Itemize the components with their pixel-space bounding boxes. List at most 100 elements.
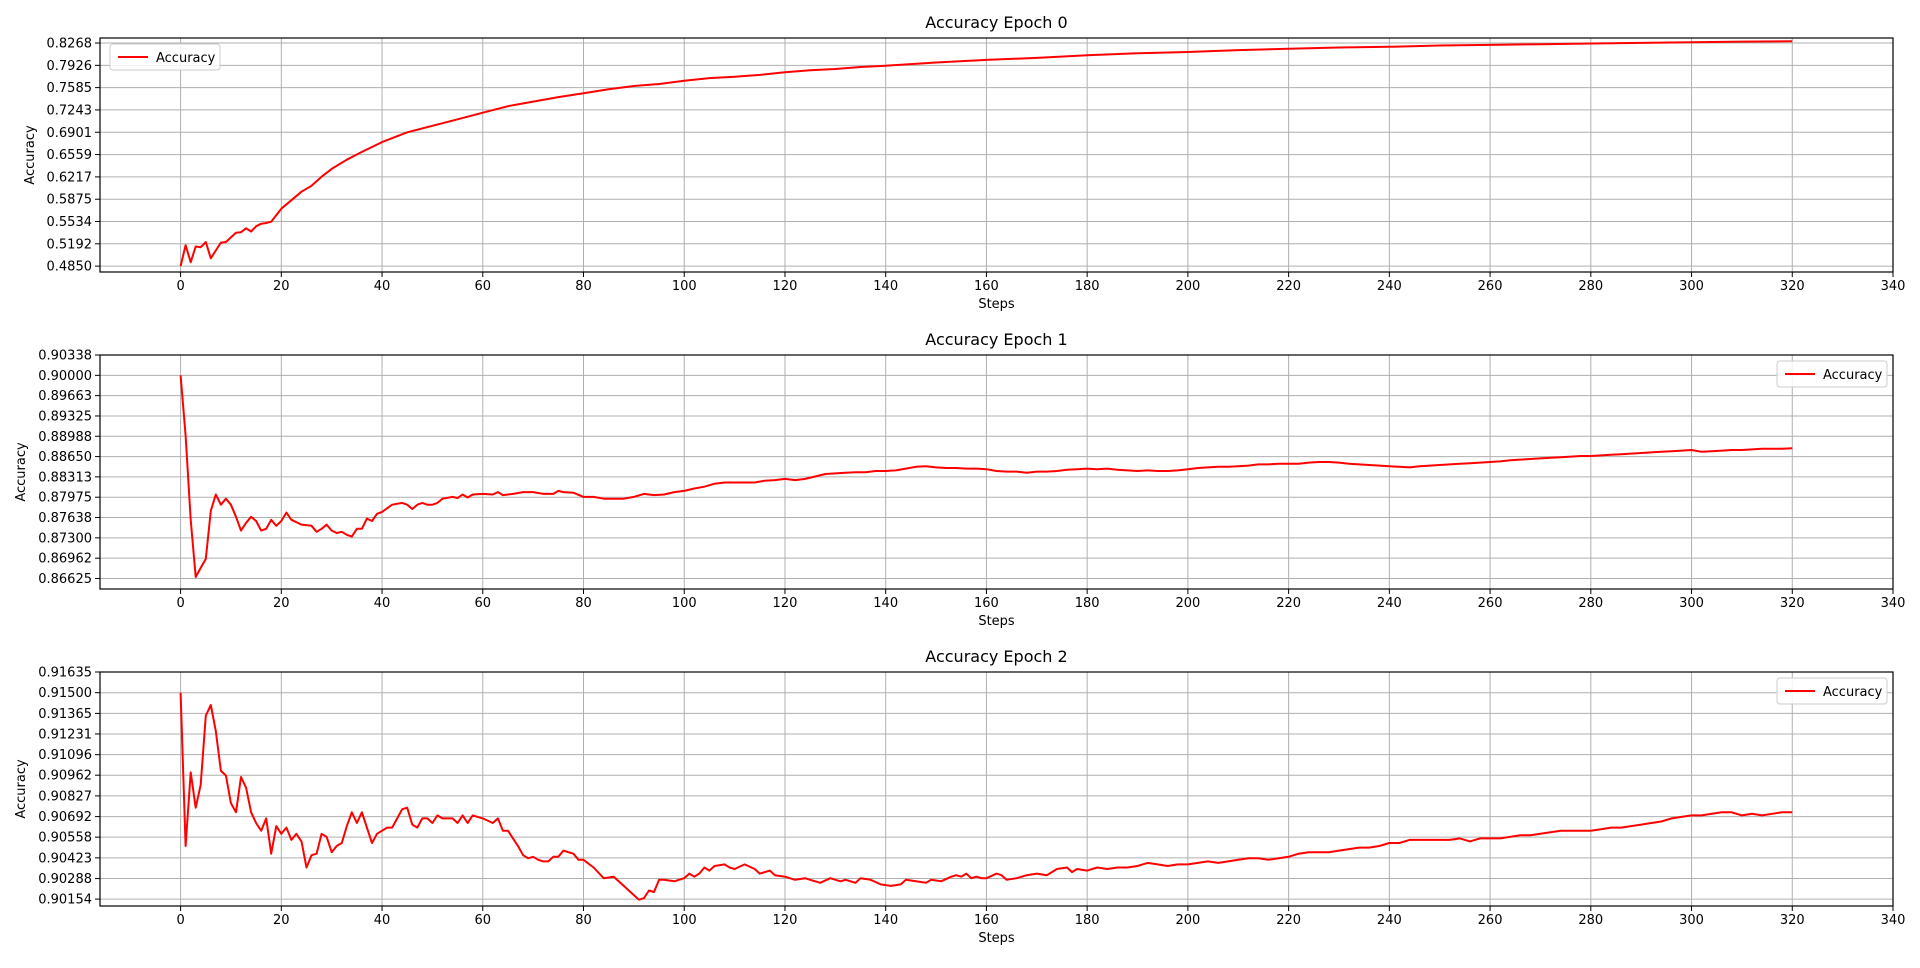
chart-0-ytick-label: 0.8268 (47, 37, 93, 52)
chart-2-xtick-label: 200 (1175, 913, 1200, 928)
chart-0-ylabel: Accuracy (23, 125, 38, 185)
chart-2-ytick-label: 0.90558 (38, 831, 92, 846)
chart-0-ytick-label: 0.6217 (47, 170, 93, 185)
chart-1-xlabel: Steps (978, 614, 1015, 629)
chart-1-xtick-label: 160 (974, 596, 999, 611)
chart-1-ytick-label: 0.89663 (38, 389, 92, 404)
chart-2-ytick-label: 0.90423 (38, 851, 92, 866)
chart-2: 0 20 40 60 80 100 120 140 160 180 200 220 240 260 280 3… (14, 647, 1905, 946)
chart-0-xtick-label: 20 (273, 279, 290, 294)
chart-1-ytick-label: 0.88988 (38, 430, 92, 445)
chart-2-xtick-label: 320 (1780, 913, 1805, 928)
chart-2-ylabel: Accuracy (14, 759, 29, 819)
chart-1-ytick-label: 0.86962 (38, 552, 92, 567)
chart-1-series-line (179, 375, 1793, 578)
chart-2-xtick-label: 40 (374, 913, 391, 928)
chart-1-xtick-label: 120 (773, 596, 798, 611)
chart-1-ytick-label: 0.87975 (38, 491, 92, 506)
chart-0-legend-label: Accuracy (156, 51, 216, 66)
chart-1-xtick-label: 180 (1075, 596, 1100, 611)
chart-1-axes-frame (99, 354, 1894, 590)
chart-2-xtick-label: 260 (1478, 913, 1503, 928)
chart-0-ytick-label: 0.7585 (47, 81, 93, 96)
chart-1-legend-label: Accuracy (1823, 368, 1883, 383)
chart-2-xtick-label: 120 (773, 913, 798, 928)
chart-1-ytick-label: 0.89325 (38, 409, 92, 424)
chart-2-ytick-label: 0.90827 (38, 789, 92, 804)
chart-2-xtick-label: 280 (1578, 913, 1603, 928)
chart-1-legend-box (1776, 360, 1888, 388)
chart-0-series-line (179, 40, 1793, 267)
chart-0-legend-box (109, 43, 221, 71)
chart-0-legend: Accuracy (109, 43, 221, 71)
chart-1-ytick-label: 0.88650 (38, 450, 92, 465)
chart-0-ytick-label: 0.4850 (47, 260, 93, 275)
chart-2-xtick-label: 140 (873, 913, 898, 928)
chart-2-xtick-label: 180 (1075, 913, 1100, 928)
chart-0-ytick-label: 0.5875 (47, 193, 93, 208)
chart-1-xtick-label: 280 (1578, 596, 1603, 611)
chart-2-xtick-label: 160 (974, 913, 999, 928)
chart-0-xtick-label: 60 (475, 279, 492, 294)
chart-1-ytick-label: 0.90000 (38, 369, 92, 384)
chart-0-xtick-label: 220 (1276, 279, 1301, 294)
chart-2-ytick-label: 0.90962 (38, 769, 92, 784)
chart-1-xtick-label: 40 (374, 596, 391, 611)
chart-1-xtick-label: 260 (1478, 596, 1503, 611)
chart-0-ytick-label: 0.6901 (47, 126, 93, 141)
chart-2-xtick-label: 100 (672, 913, 697, 928)
chart-2-ytick-label: 0.91365 (38, 707, 92, 722)
chart-0-xtick-label: 340 (1881, 279, 1906, 294)
chart-2-axes-frame (99, 671, 1894, 907)
chart-2-xtick-label: 0 (176, 913, 184, 928)
chart-0-ytick-label: 0.5534 (47, 215, 93, 230)
chart-1-xtick-label: 200 (1175, 596, 1200, 611)
chart-0-xtick-label: 100 (672, 279, 697, 294)
chart-1-xtick-label: 220 (1276, 596, 1301, 611)
chart-2-ytick-label: 0.91096 (38, 748, 92, 763)
chart-1-xtick-label: 340 (1881, 596, 1906, 611)
chart-2-ytick-label: 0.90154 (38, 893, 92, 908)
chart-2-ytick-label: 0.90288 (38, 872, 92, 887)
chart-1-ytick-label: 0.88313 (38, 470, 92, 485)
chart-0-xlabel: Steps (978, 297, 1015, 312)
chart-0-title: Accuracy Epoch 0 (925, 13, 1067, 32)
chart-2-xtick-label: 220 (1276, 913, 1301, 928)
chart-0-xtick-label: 200 (1175, 279, 1200, 294)
chart-1-ytick-label: 0.90338 (38, 349, 92, 364)
chart-2-xtick-label: 60 (475, 913, 492, 928)
chart-2-ytick-label: 0.91635 (38, 666, 92, 681)
chart-1-xtick-label: 20 (273, 596, 290, 611)
chart-1-ytick-label: 0.87638 (38, 511, 92, 526)
chart-2-ytick-label: 0.91231 (38, 727, 92, 742)
chart-0-xtick-label: 120 (773, 279, 798, 294)
chart-1: 0 20 40 60 80 100 120 140 160 180 200 220 240 260 280 3… (14, 330, 1905, 629)
chart-2-ytick-label: 0.90692 (38, 810, 92, 825)
chart-1-xtick-label: 140 (873, 596, 898, 611)
chart-1-xtick-label: 0 (176, 596, 184, 611)
chart-0-xtick-label: 180 (1075, 279, 1100, 294)
chart-0-xtick-label: 280 (1578, 279, 1603, 294)
chart-1-xtick-label: 80 (575, 596, 592, 611)
chart-0-xtick-label: 160 (974, 279, 999, 294)
chart-1-ylabel: Accuracy (14, 442, 29, 502)
chart-0-ytick-label: 0.5192 (47, 237, 93, 252)
chart-0-xtick-label: 240 (1377, 279, 1402, 294)
chart-0-xtick-label: 140 (873, 279, 898, 294)
chart-1-ytick-label: 0.87300 (38, 531, 92, 546)
chart-2-legend: Accuracy (1776, 677, 1888, 705)
chart-1-ytick-label: 0.86625 (38, 572, 92, 587)
chart-0-xtick-label: 40 (374, 279, 391, 294)
chart-0-xtick-label: 320 (1780, 279, 1805, 294)
chart-2-series-line (179, 692, 1793, 901)
chart-0-ytick-label: 0.7926 (47, 59, 93, 74)
chart-0-xtick-label: 80 (575, 279, 592, 294)
chart-1-title: Accuracy Epoch 1 (925, 330, 1067, 349)
chart-2-xtick-label: 300 (1679, 913, 1704, 928)
chart-0-xtick-label: 260 (1478, 279, 1503, 294)
chart-2-xlabel: Steps (978, 931, 1015, 946)
chart-0: 0 20 40 60 80 100 120 140 160 180 200 220 240 260 280 3… (23, 13, 1905, 312)
chart-1-xtick-label: 320 (1780, 596, 1805, 611)
chart-2-xtick-label: 80 (575, 913, 592, 928)
